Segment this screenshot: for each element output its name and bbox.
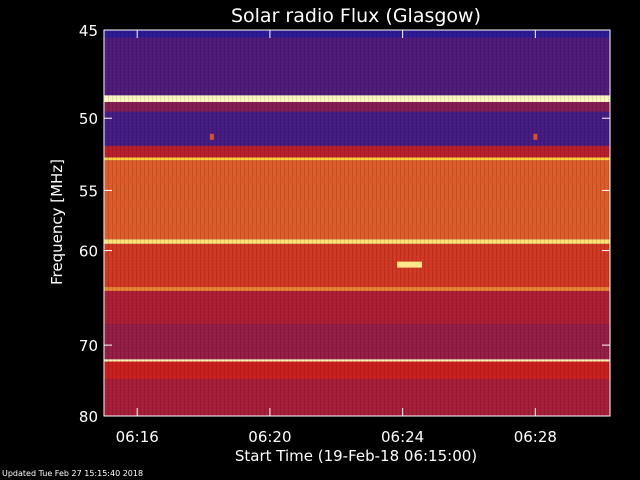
- y-tick-label: 55: [79, 182, 98, 200]
- y-tick-label: 50: [79, 110, 98, 128]
- x-tick-label: 06:20: [248, 428, 291, 446]
- y-axis-title: Frequency [MHz]: [48, 159, 66, 285]
- burst-event-2: [397, 261, 422, 268]
- y-tick-label: 60: [79, 243, 98, 261]
- y-tick-label: 80: [79, 408, 98, 426]
- y-tick-label: 70: [79, 337, 98, 355]
- burst-event-1: [533, 133, 538, 140]
- burst-event-0: [209, 133, 214, 140]
- x-tick-label: 06:28: [514, 428, 557, 446]
- x-tick-label: 06:24: [381, 428, 424, 446]
- x-tick-label: 06:16: [116, 428, 159, 446]
- updated-timestamp: Updated Tue Feb 27 15:15:40 2018: [2, 469, 144, 478]
- plot-area: [103, 29, 611, 417]
- x-axis-title: Start Time (19-Feb-18 06:15:00): [235, 447, 477, 465]
- plot-frame: [103, 29, 611, 417]
- axis-ticks: 06:16 06:20 06:24 06:28 45 50 55 60 70 80: [79, 22, 610, 446]
- noise-texture: [104, 30, 610, 416]
- y-tick-label: 45: [79, 22, 98, 40]
- chart-title: Solar radio Flux (Glasgow): [231, 5, 481, 27]
